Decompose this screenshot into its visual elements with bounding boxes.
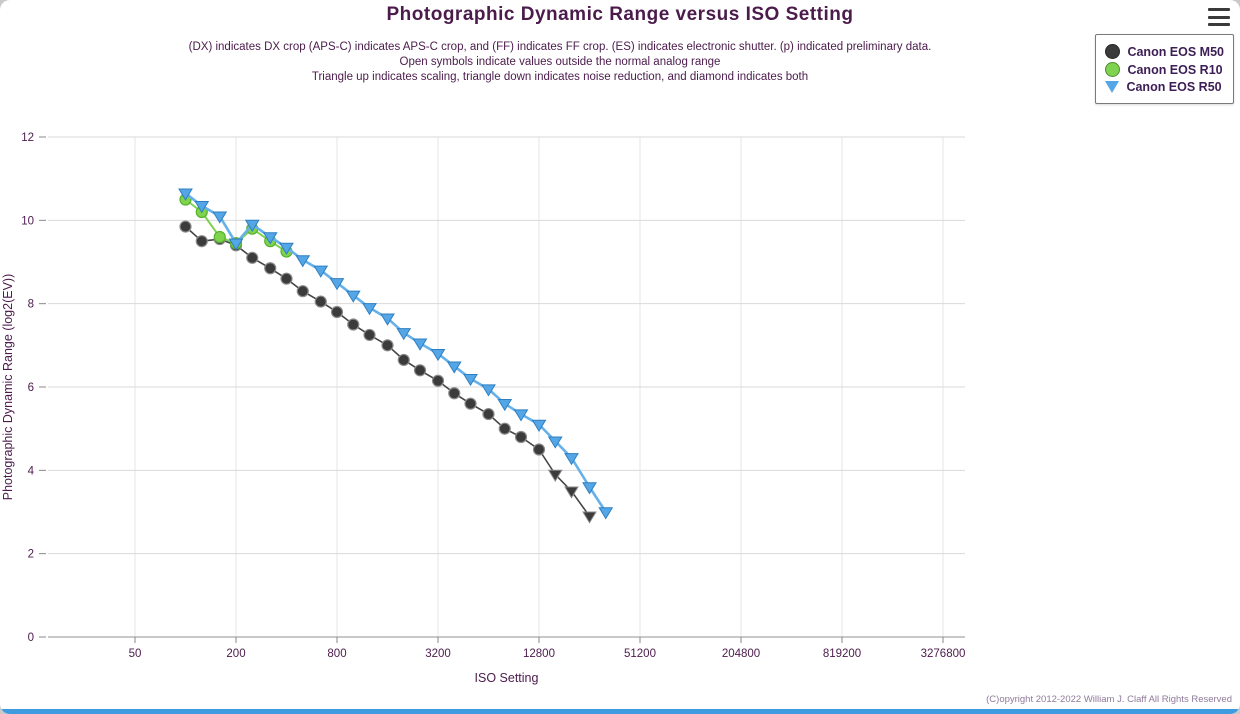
svg-text:204800: 204800: [722, 648, 760, 660]
subtitle-line-1: (DX) indicates DX crop (APS-C) indicates…: [188, 41, 932, 53]
svg-text:2: 2: [28, 549, 34, 561]
series-canon-eos-m50: [179, 220, 597, 524]
svg-text:819200: 819200: [823, 648, 861, 660]
legend-label: Canon EOS M50: [1127, 44, 1224, 59]
circle-marker-icon: [1105, 44, 1121, 59]
copyright-text: (C)opyright 2012-2022 William J. Claff A…: [986, 694, 1232, 705]
svg-text:51200: 51200: [624, 648, 656, 660]
legend-item-canon-eos-m50: Canon EOS M50: [1105, 44, 1224, 59]
gridlines: [48, 136, 965, 638]
hamburger-bar: [1208, 15, 1230, 19]
legend-label: Canon EOS R10: [1127, 62, 1223, 77]
page-title: Photographic Dynamic Range versus ISO Se…: [386, 4, 854, 25]
x-axis-label: ISO Setting: [475, 671, 539, 685]
axes: 50 200 800 3200 12800 51200 204800 819200 327680…: [1, 132, 965, 685]
svg-text:3276800: 3276800: [921, 648, 966, 660]
subtitle-line-3: Triangle up indicates scaling, triangle …: [311, 71, 809, 83]
subtitle-line-2: Open symbols indicate values outside the…: [399, 56, 721, 68]
circle-marker-icon: [1105, 62, 1121, 77]
chart-legend: Canon EOS M50 Canon EOS R10 Canon EOS R5…: [1095, 34, 1234, 104]
svg-text:12800: 12800: [523, 648, 555, 660]
svg-text:50: 50: [129, 648, 142, 660]
svg-text:3200: 3200: [425, 648, 451, 660]
svg-text:6: 6: [28, 382, 34, 394]
legend-item-canon-eos-r10: Canon EOS R10: [1105, 62, 1224, 77]
svg-text:4: 4: [28, 465, 35, 477]
svg-text:8: 8: [28, 299, 34, 311]
series-canon-eos-r50: [178, 188, 614, 520]
svg-text:200: 200: [226, 648, 245, 660]
chart-canvas: 50 200 800 3200 12800 51200 204800 819200 327680…: [0, 110, 1000, 714]
hamburger-bar: [1208, 8, 1230, 11]
chart-subtitle: (DX) indicates DX crop (APS-C) indicates…: [0, 40, 1120, 85]
legend-item-canon-eos-r50: Canon EOS R50: [1105, 80, 1224, 94]
svg-text:800: 800: [327, 648, 346, 660]
triangle-down-marker-icon: [1105, 81, 1120, 93]
svg-text:0: 0: [28, 632, 34, 644]
y-axis-label: Photographic Dynamic Range (log2(EV)): [1, 274, 15, 501]
svg-text:12: 12: [21, 132, 34, 144]
pdr-vs-iso-chart: 50 200 800 3200 12800 51200 204800 819200 327680…: [1, 132, 965, 685]
legend-label: Canon EOS R50: [1126, 80, 1222, 94]
hamburger-bar: [1208, 23, 1230, 26]
svg-text:10: 10: [21, 215, 34, 227]
bottom-scrollbar-strip: [0, 709, 1240, 714]
hamburger-menu-icon[interactable]: [1208, 8, 1230, 26]
